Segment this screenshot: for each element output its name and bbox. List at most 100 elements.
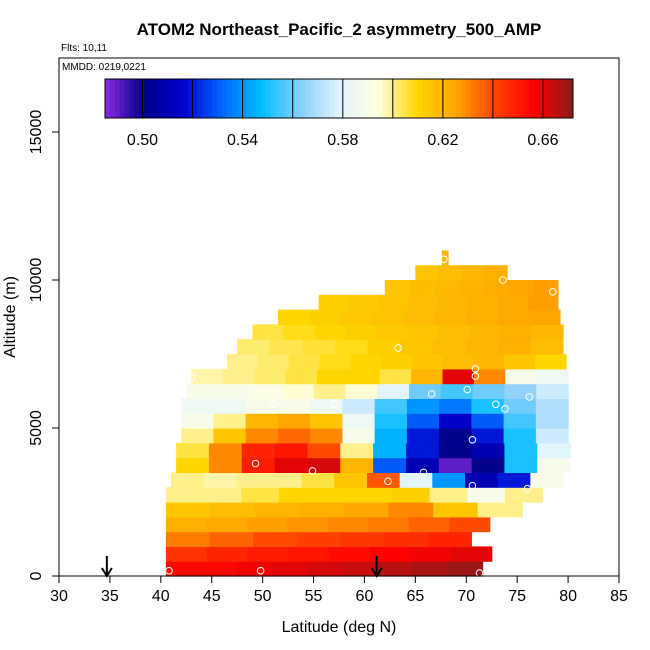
colorbar-swatch <box>373 79 379 118</box>
colorbar-swatch <box>329 79 335 118</box>
heatmap-cell <box>373 457 407 473</box>
heatmap-cell <box>505 368 538 385</box>
heatmap-cell <box>535 413 569 429</box>
sample-point <box>187 373 196 382</box>
heatmap-cell <box>340 309 373 325</box>
colorbar-swatch <box>153 79 160 118</box>
colorbar-swatch <box>368 79 374 118</box>
heatmap-cell <box>213 398 247 414</box>
heatmap-cell <box>371 309 404 325</box>
colorbar-swatch <box>558 79 564 118</box>
heatmap-cell <box>384 280 411 296</box>
heatmap-cell <box>354 487 393 503</box>
heatmap-cell <box>503 398 537 414</box>
heatmap-cell <box>314 324 347 340</box>
heatmap-cell <box>208 442 243 459</box>
heatmap-cell <box>342 398 376 414</box>
colorbar-swatch <box>261 79 267 118</box>
colorbar-swatch <box>465 79 472 118</box>
heatmap-cell <box>438 265 462 281</box>
heatmap-cell <box>296 531 342 547</box>
colorbar-swatch <box>499 79 506 118</box>
heatmap-cell <box>403 309 436 325</box>
heatmap-cell <box>384 531 429 547</box>
sample-point <box>501 405 509 413</box>
heatmap-cell <box>535 398 569 414</box>
colorbar-swatch <box>563 79 569 118</box>
colorbar-swatch <box>304 79 311 118</box>
heatmap-cell <box>407 324 440 340</box>
heatmap-cell <box>537 457 571 473</box>
heatmap-cell <box>429 487 468 503</box>
colorbar-swatch <box>163 79 169 118</box>
heatmap-cell <box>504 383 537 399</box>
colorbar-swatch <box>451 79 457 118</box>
heatmap-cell <box>269 339 303 355</box>
sample-point <box>165 566 173 575</box>
colorbar-swatch <box>353 79 360 118</box>
heatmap-cell <box>191 368 224 385</box>
heatmap-cell <box>471 398 505 414</box>
heatmap-cell <box>176 442 210 459</box>
heatmap-cell <box>340 457 374 473</box>
heatmap-cell <box>465 309 498 325</box>
sample-point <box>308 467 317 475</box>
heatmap-cell <box>301 472 335 488</box>
heatmap-cell <box>203 487 242 503</box>
x-tick-label: 80 <box>559 588 577 605</box>
colorbar-swatch <box>178 79 184 118</box>
colorbar-swatch <box>529 79 535 118</box>
heatmap-cell <box>285 368 318 385</box>
colorbar-swatch <box>124 79 130 118</box>
colorbar-swatch <box>134 79 140 118</box>
colorbar-swatch <box>475 79 481 118</box>
heatmap-cell <box>316 487 355 503</box>
colorbar-swatch <box>397 79 403 118</box>
colorbar-tick-label: 0.50 <box>127 132 158 149</box>
colorbar-swatch <box>256 79 262 118</box>
heatmap-cell <box>334 339 369 355</box>
colorbar-swatch <box>246 79 252 118</box>
colorbar-swatch <box>231 79 238 118</box>
colorbar-swatch <box>226 79 233 118</box>
heatmap-cell <box>477 502 523 518</box>
heatmap-cell <box>465 339 499 355</box>
heatmap-cell <box>165 561 202 577</box>
heatmap-cell <box>277 398 311 414</box>
colorbar-swatch <box>129 79 135 118</box>
heatmap-cell <box>406 428 440 444</box>
heatmap-cell <box>497 339 532 355</box>
heatmap-cell <box>206 516 248 533</box>
heatmap-cell <box>504 442 538 459</box>
colorbar-swatch <box>378 79 384 118</box>
heatmap-cell <box>327 516 369 533</box>
heatmap-cell <box>451 546 493 562</box>
colorbar-tick-label: 0.62 <box>427 132 458 149</box>
y-tick-label: 5000 <box>28 410 45 446</box>
heatmap-cell <box>377 561 413 577</box>
heatmap-cell <box>377 383 410 399</box>
heatmap-cell <box>381 354 413 370</box>
colorbar-swatch <box>173 79 179 118</box>
heatmap-cell <box>405 457 440 473</box>
sample-point <box>251 459 260 468</box>
heatmap-cell <box>307 442 341 459</box>
colorbar-swatch <box>392 79 399 118</box>
heatmap-cell <box>497 472 531 488</box>
heatmap-cell <box>210 502 256 518</box>
heatmap-cell <box>340 531 385 547</box>
heatmap-cell <box>203 472 237 488</box>
heatmap-cell <box>249 383 283 399</box>
colorbar-swatch <box>275 79 282 118</box>
heatmap-cell <box>434 280 460 296</box>
colorbar-swatch <box>265 79 272 118</box>
colorbar-swatch <box>426 79 433 118</box>
heatmap-cell <box>269 472 303 488</box>
colorbar-swatch <box>421 79 428 118</box>
heatmap-cell <box>376 324 409 340</box>
heatmap-cell <box>484 265 508 281</box>
heatmap-cell <box>537 442 571 459</box>
sample-point <box>463 385 472 394</box>
heatmap-cell <box>302 339 336 355</box>
heatmap-cell <box>247 546 289 562</box>
